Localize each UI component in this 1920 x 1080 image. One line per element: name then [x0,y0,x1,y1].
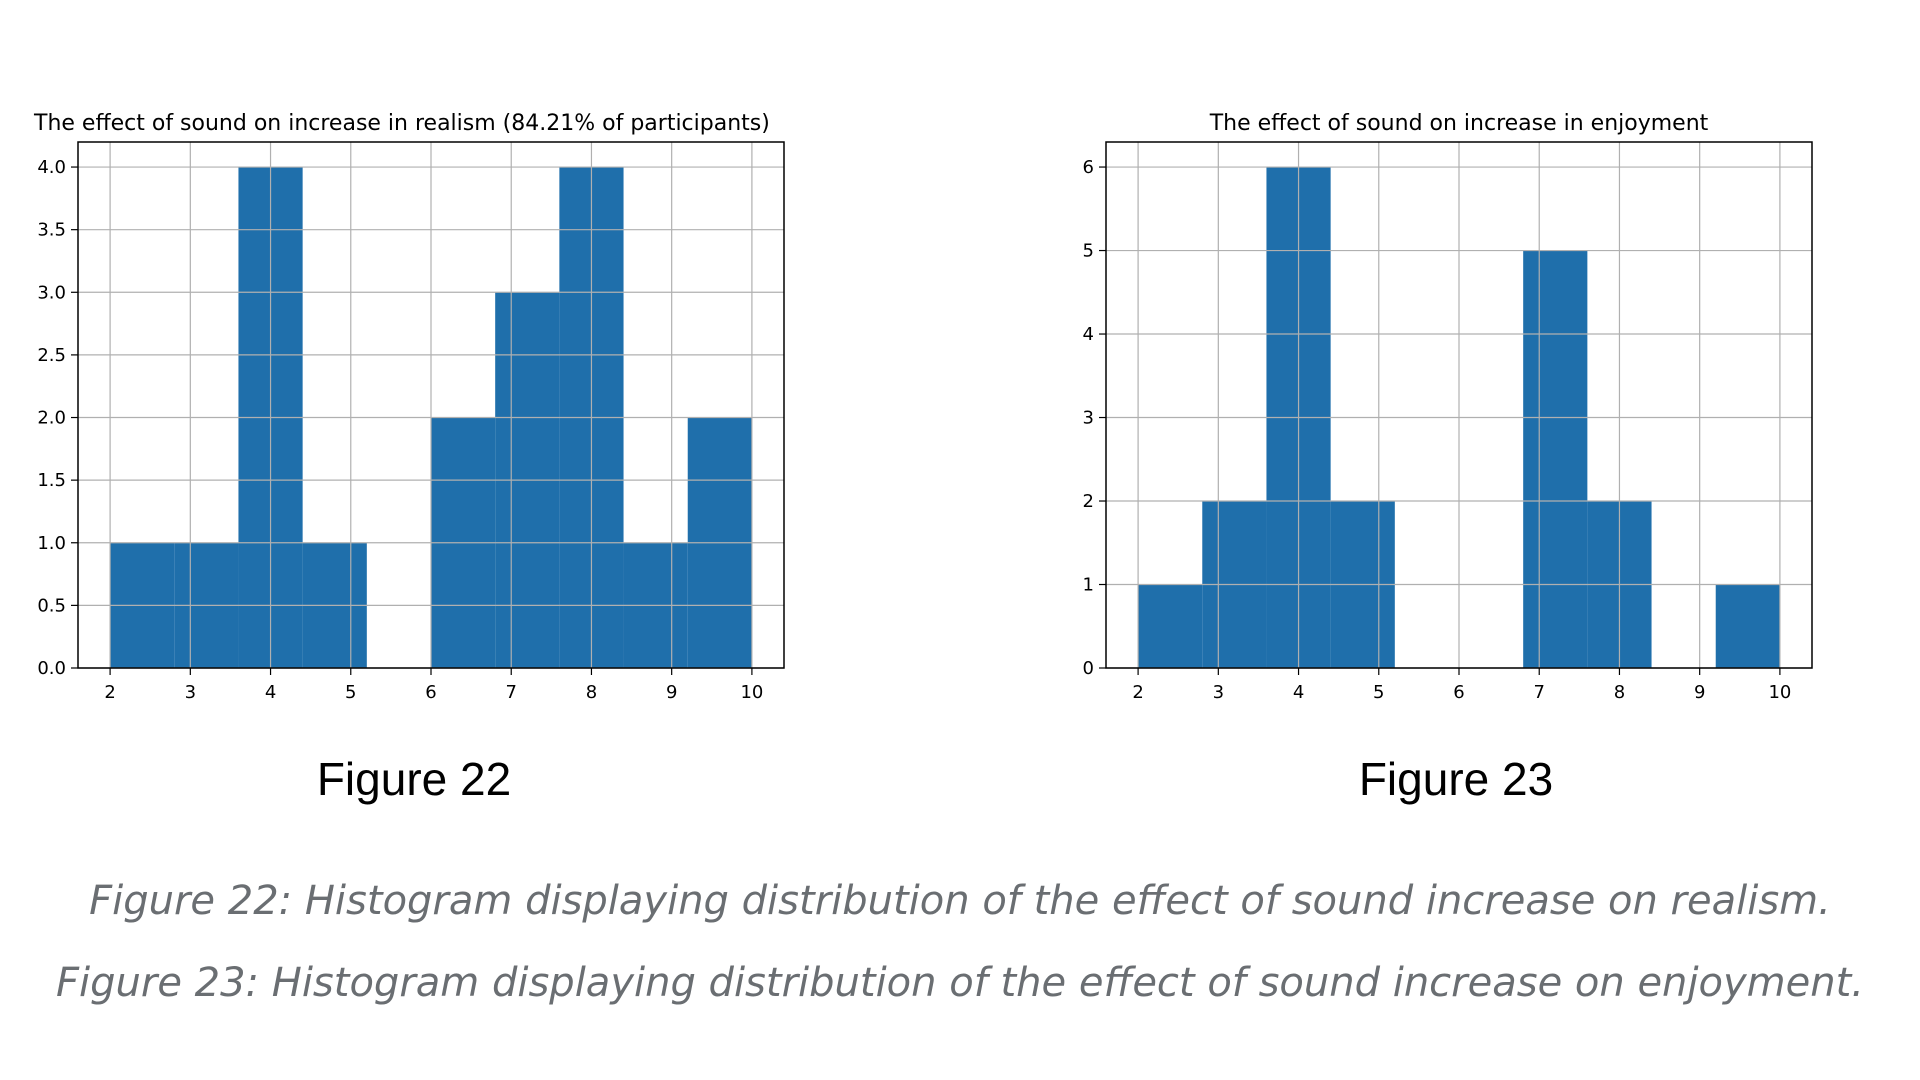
figure-label-23: Figure 23 [1358,753,1554,805]
x-tick-label: 9 [1694,682,1705,703]
y-tick-label: 1.0 [37,533,66,554]
y-tick-label: 0.0 [37,658,66,679]
y-tick-label: 0 [1083,658,1094,679]
x-tick-label: 8 [1614,682,1625,703]
y-tick-label: 4 [1083,324,1094,345]
x-tick-label: 2 [104,682,115,703]
y-tick-label: 5 [1083,241,1094,262]
x-tick-label: 5 [345,682,356,703]
x-tick-label: 3 [1213,682,1224,703]
y-tick-label: 4.0 [37,157,66,178]
y-tick-label: 2.0 [37,408,66,429]
histogram-enjoyment: The effect of sound on increase in enjoy… [1083,111,1813,703]
x-tick-label: 7 [1534,682,1545,703]
y-tick-label: 2 [1083,491,1094,512]
x-tick-label: 5 [1373,682,1384,703]
y-tick-label: 6 [1083,157,1094,178]
y-tick-label: 3.0 [37,282,66,303]
y-tick-label: 1.5 [37,470,66,491]
x-tick-label: 7 [506,682,517,703]
histogram-realism: The effect of sound on increase in reali… [33,111,785,703]
caption-figure-23: Figure 23: Histogram displaying distribu… [56,960,1864,1006]
x-tick-label: 3 [185,682,196,703]
x-tick-label: 9 [666,682,677,703]
caption-figure-22: Figure 22: Histogram displaying distribu… [89,878,1831,924]
x-tick-label: 6 [425,682,436,703]
x-tick-label: 10 [1768,682,1791,703]
x-tick-label: 2 [1132,682,1143,703]
x-tick-label: 10 [740,682,763,703]
y-tick-label: 1 [1083,575,1094,596]
histogram-bar [1138,584,1203,668]
y-tick-label: 3.5 [37,220,66,241]
y-tick-label: 2.5 [37,345,66,366]
chart-title: The effect of sound on increase in enjoy… [1209,111,1709,136]
x-tick-label: 4 [1293,682,1304,703]
histogram-bar [1715,584,1780,668]
chart-title: The effect of sound on increase in reali… [33,111,770,136]
y-tick-label: 0.5 [37,595,66,616]
y-tick-label: 3 [1083,408,1094,429]
histogram-bar [1523,250,1588,669]
x-tick-label: 8 [586,682,597,703]
x-tick-label: 6 [1453,682,1464,703]
grid [78,142,784,669]
x-tick-label: 4 [265,682,276,703]
figure-label-22: Figure 22 [316,753,512,805]
